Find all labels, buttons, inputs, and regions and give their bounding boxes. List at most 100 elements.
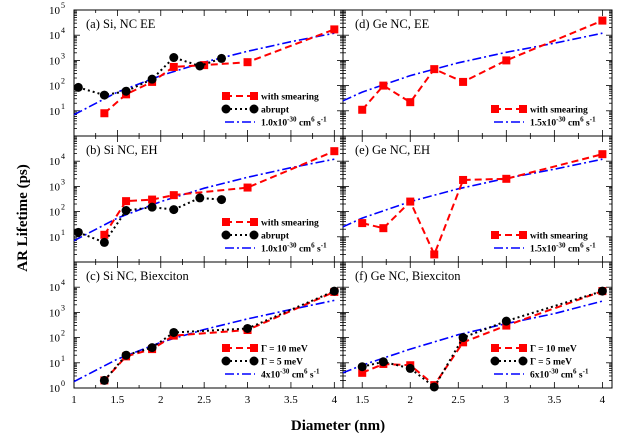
data-point: [99, 237, 109, 247]
panel-f: 1.5 2 2.5 3 3.5 4 (f) Ge NC, Biexciton Γ = 10 m…: [342, 261, 613, 406]
data-point: [597, 286, 607, 296]
legend-marker: [249, 104, 259, 114]
y-tick-label: 10: [49, 81, 61, 93]
series-smearing: [358, 16, 607, 114]
legend-marker: [221, 356, 231, 366]
x-tick-label: 2: [408, 394, 414, 406]
data-point: [598, 16, 607, 25]
y-tick-label: 10: [49, 307, 61, 319]
legend-label: Γ = 5 meV: [261, 358, 303, 368]
legend-marker: [490, 356, 500, 366]
y-tick-label: 10: [49, 30, 61, 42]
data-point: [99, 90, 109, 100]
y-tick-exponent: 2: [61, 77, 65, 86]
x-tick-label: 4: [600, 394, 606, 406]
data-point: [430, 250, 439, 259]
legend-marker: [491, 231, 499, 239]
x-tick-label: 2.5: [197, 394, 211, 406]
data-point: [459, 338, 468, 347]
legend-marker: [250, 218, 258, 226]
series-line: [73, 299, 335, 383]
legend-label: 6x10-30 cm6 s-1: [530, 368, 589, 381]
y-tick-label: 10: [49, 232, 61, 244]
x-tick-label: 2.5: [451, 394, 465, 406]
legend-marker: [222, 218, 230, 226]
series-abrupt: [357, 286, 607, 392]
legend-label: 1.0x10-30 cm6 s-1: [261, 116, 327, 129]
data-point: [459, 77, 468, 86]
data-point: [330, 147, 339, 156]
data-point: [169, 205, 179, 215]
data-point: [358, 105, 367, 114]
data-point: [405, 363, 415, 373]
y-tick-label: 10: [49, 282, 61, 294]
y-tick-label: 10: [49, 383, 61, 395]
legend-marker: [221, 104, 231, 114]
legend-label: 1.5x10-30 cm6 s-1: [530, 116, 596, 129]
legend-label: Γ = 5 meV: [530, 358, 572, 368]
x-tick-label: 4: [332, 394, 338, 406]
y-tick-label: 10: [49, 156, 61, 168]
legend-label: with smearing: [530, 106, 588, 116]
data-point: [330, 25, 339, 34]
legend-label: 4x10-30 cm6 s-1: [261, 368, 320, 381]
data-point: [100, 109, 109, 118]
panel-c: 10 010 110 210 310 41 1.5 2 2.5 3 3.5 4(c) Si NC, B…: [49, 261, 344, 406]
data-point: [73, 82, 83, 92]
panel-title: (e) Ge NC, EH: [355, 143, 430, 157]
data-point: [406, 98, 415, 107]
x-tick-label: 1: [71, 394, 77, 406]
data-point: [147, 74, 157, 84]
series-abrupt: [73, 193, 227, 247]
data-point: [73, 227, 83, 237]
data-point: [121, 86, 131, 96]
data-point: [195, 193, 205, 203]
series-fit: [342, 158, 603, 228]
legend-marker: [519, 231, 527, 239]
data-point: [458, 333, 468, 343]
legend-marker: [519, 344, 527, 352]
panel-title: (f) Ge NC, Biexciton: [355, 269, 461, 283]
legend-marker: [222, 344, 230, 352]
series-line: [342, 32, 603, 102]
legend-marker: [221, 230, 231, 240]
series-line: [361, 19, 603, 111]
data-point: [378, 357, 388, 367]
legend-label: Γ = 10 meV: [261, 345, 308, 355]
x-tick-label: 1.5: [111, 394, 125, 406]
y-axis-label: AR Lifetime (ps): [15, 164, 31, 271]
legend-marker: [250, 92, 258, 100]
series-smearing: [100, 147, 339, 239]
x-tick-label: 3.5: [284, 394, 298, 406]
series-abrupt: [73, 53, 227, 100]
data-point: [430, 65, 439, 74]
legend-marker: [518, 356, 528, 366]
legend-label: 1.0x10-30 cm6 s-1: [261, 242, 327, 255]
panel-frame: [342, 261, 613, 389]
y-tick-label: 10: [49, 181, 61, 193]
data-point: [357, 362, 367, 372]
legend-label: abrupt: [261, 106, 290, 116]
x-tick-label: 1.5: [355, 394, 369, 406]
data-point: [121, 350, 131, 360]
y-tick-label: 10: [49, 106, 61, 118]
data-point: [406, 197, 415, 206]
data-point: [122, 197, 131, 206]
y-tick-exponent: 1: [61, 354, 65, 363]
x-axis-label: Diameter (nm): [291, 418, 385, 434]
legend-label: with smearing: [261, 93, 319, 103]
panel-title: (b) Si NC, EH: [86, 143, 158, 157]
y-tick-exponent: 2: [61, 329, 65, 338]
legend-label: 1.5x10-30 cm6 s-1: [530, 242, 596, 255]
data-point: [217, 53, 227, 63]
legend-label: with smearing: [261, 219, 319, 229]
series-line: [73, 158, 335, 242]
data-point: [598, 150, 607, 159]
